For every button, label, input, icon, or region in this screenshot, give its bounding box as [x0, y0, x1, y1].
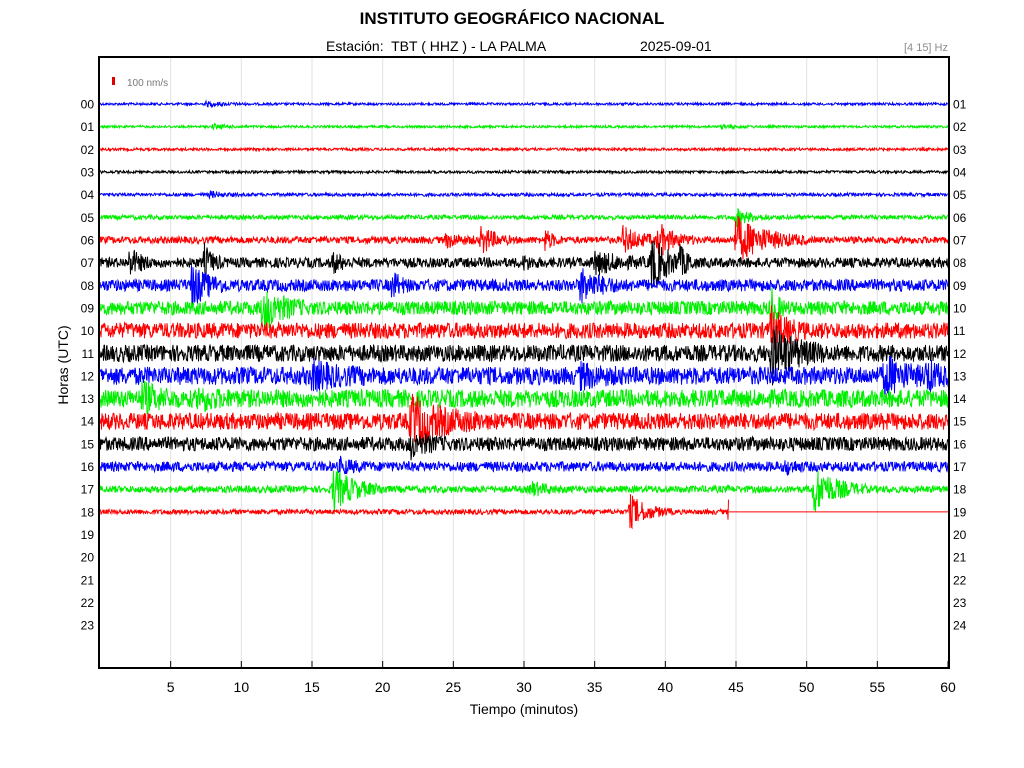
- station-label: Estación: TBT ( HHZ ) - LA PALMA: [326, 38, 547, 54]
- trace-hour-14: [99, 393, 949, 445]
- x-tick-label: 60: [940, 679, 956, 695]
- hour-label-left: 21: [81, 573, 95, 587]
- x-tick-label: 30: [516, 679, 532, 695]
- trace-hour-12: [99, 355, 949, 402]
- hour-label-right: 08: [953, 256, 967, 270]
- hour-label-left: 20: [81, 551, 95, 565]
- hour-label-right: 22: [953, 573, 967, 587]
- hour-label-left: 19: [81, 528, 95, 542]
- trace-hour-01: [99, 122, 949, 132]
- trace-hour-07: [99, 240, 949, 288]
- plot-frame: [98, 56, 950, 669]
- hour-label-right: 19: [953, 505, 967, 519]
- hour-label-left: 15: [81, 437, 95, 451]
- x-tick-label: 10: [234, 679, 250, 695]
- hour-label-left: 22: [81, 596, 95, 610]
- hour-label-left: 10: [81, 324, 95, 338]
- hour-label-left: 00: [81, 98, 95, 112]
- hour-label-right: 06: [953, 211, 967, 225]
- hour-label-left: 02: [81, 143, 95, 157]
- hour-label-left: 18: [81, 505, 95, 519]
- trace-hour-06: [99, 215, 949, 260]
- hour-label-right: 21: [953, 551, 967, 565]
- scale-bar-mark: [112, 77, 115, 85]
- trace-hour-11: [99, 325, 949, 386]
- hour-label-left: 12: [81, 369, 95, 383]
- hour-label-right: 13: [953, 369, 967, 383]
- trace-hour-02: [99, 146, 949, 153]
- trace-hour-10: [99, 304, 949, 351]
- x-axis-label: Tiempo (minutos): [469, 701, 579, 717]
- hour-label-left: 06: [81, 233, 95, 247]
- scale-bar-label: 100 nm/s: [127, 78, 168, 89]
- hour-label-right: 12: [953, 347, 967, 361]
- trace-hour-00: [99, 99, 949, 109]
- minute-axis: 5 10 15 20 25 30 35 40 45 50 55 60: [167, 661, 956, 695]
- hour-label-right: 16: [953, 437, 967, 451]
- hour-label-left: 13: [81, 392, 95, 406]
- x-tick-label: 15: [304, 679, 320, 695]
- station-info: Estación: TBT ( HHZ ) - LA PALMA 2025-09-…: [326, 38, 712, 54]
- hour-label-left: 08: [81, 279, 95, 293]
- y-axis-label: Horas (UTC): [55, 325, 71, 405]
- trace-hour-15: [99, 433, 949, 461]
- hour-label-right: 14: [953, 392, 967, 406]
- x-tick-label: 35: [587, 679, 603, 695]
- hour-label-right: 11: [953, 324, 966, 338]
- hour-label-right: 18: [953, 483, 967, 497]
- hour-label-left: 05: [81, 211, 95, 225]
- hour-label-right: 01: [953, 98, 967, 112]
- trace-hour-16: [99, 455, 949, 476]
- x-tick-label: 5: [167, 679, 175, 695]
- x-tick-label: 20: [375, 679, 391, 695]
- hour-label-left: 04: [81, 188, 95, 202]
- x-tick-label: 45: [728, 679, 744, 695]
- x-tick-label: 40: [658, 679, 674, 695]
- hour-label-left: 23: [81, 619, 95, 633]
- x-tick-label: 55: [870, 679, 886, 695]
- recording-date: 2025-09-01: [640, 38, 712, 54]
- hour-label-left: 17: [81, 483, 95, 497]
- trace-hour-05: [99, 207, 949, 228]
- hour-label-left: 07: [81, 256, 95, 270]
- hour-label-right: 05: [953, 188, 967, 202]
- hour-label-left: 09: [81, 301, 95, 315]
- trace-hour-13: [99, 380, 949, 416]
- hour-label-left: 01: [81, 120, 95, 134]
- hour-label-right: 17: [953, 460, 967, 474]
- hour-label-left: 14: [81, 415, 95, 429]
- hour-label-right: 10: [953, 301, 967, 315]
- hour-label-right: 24: [953, 619, 967, 633]
- hour-label-right: 15: [953, 415, 967, 429]
- x-tick-label: 25: [446, 679, 462, 695]
- scale-bar: 100 nm/s: [112, 77, 168, 89]
- filter-band-label: [4 15] Hz: [903, 42, 948, 54]
- hour-label-right: 07: [953, 233, 967, 247]
- hour-axis-right: 01 02 03 04 05 06 07 08 09 10 11 12 13 14 15 16 17 18 19 20…: [953, 98, 967, 633]
- trace-hour-18: [99, 494, 729, 530]
- hour-label-right: 02: [953, 120, 967, 134]
- grid-lines: [170, 58, 878, 667]
- hour-label-left: 03: [81, 165, 95, 179]
- page-title: INSTITUTO GEOGRÁFICO NACIONAL: [359, 9, 665, 28]
- trace-hour-08: [99, 265, 949, 309]
- hour-label-right: 03: [953, 143, 967, 157]
- hour-label-right: 09: [953, 279, 967, 293]
- hour-axis-left: 00 01 02 03 04 05 06 07 08 09 10 11 12 13 14 15 16 17 18 19…: [81, 98, 95, 633]
- hour-label-right: 20: [953, 528, 967, 542]
- hour-label-left: 11: [82, 347, 95, 361]
- trace-hour-04: [99, 190, 949, 200]
- hour-label-right: 23: [953, 596, 967, 610]
- hour-label-right: 04: [953, 165, 967, 179]
- seismic-traces: [99, 99, 949, 530]
- x-tick-label: 50: [799, 679, 815, 695]
- trace-hour-03: [99, 168, 949, 176]
- trace-hour-17: [99, 470, 949, 512]
- hour-label-left: 16: [81, 460, 95, 474]
- trace-hour-09: [99, 287, 949, 331]
